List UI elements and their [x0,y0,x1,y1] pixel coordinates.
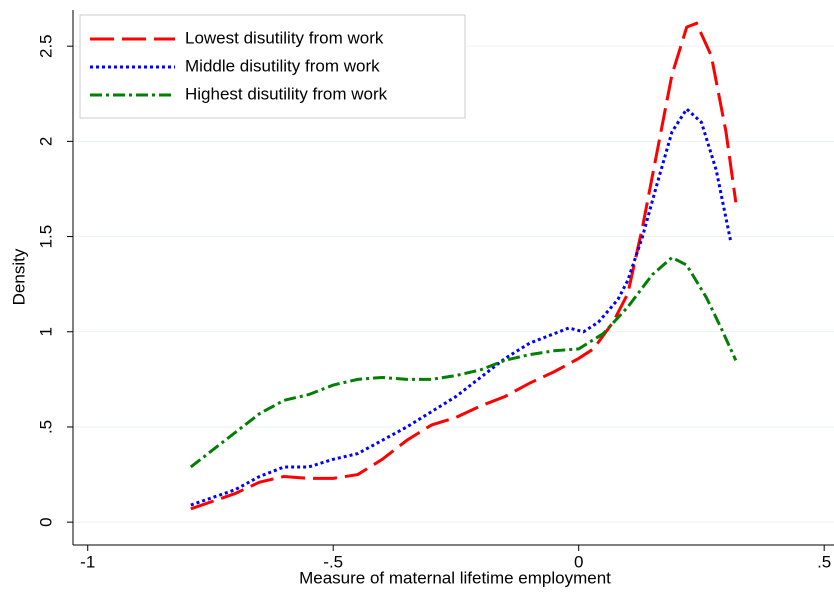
legend-label: Middle disutility from work [185,56,380,75]
y-tick-label: 1.5 [36,225,55,249]
x-tick-label: -.5 [323,552,343,571]
y-tick-label: .5 [36,420,55,434]
y-tick-label: 2.5 [36,34,55,58]
series-line [189,255,738,469]
legend-label: Highest disutility from work [185,84,388,103]
y-tick-label: 2 [36,137,55,146]
y-tick-label: 1 [36,327,55,336]
y-tick-label: 0 [36,517,55,526]
x-axis-title: Measure of maternal lifetime employment [299,568,611,587]
x-tick-label: -1 [80,552,95,571]
x-tick-label: 0 [574,552,583,571]
legend-box [79,14,466,119]
legend-label: Lowest disutility from work [185,28,384,47]
y-axis-title: Density [9,248,28,305]
series-line [190,106,733,507]
series-line [190,21,738,511]
x-tick-label: .5 [817,552,831,571]
